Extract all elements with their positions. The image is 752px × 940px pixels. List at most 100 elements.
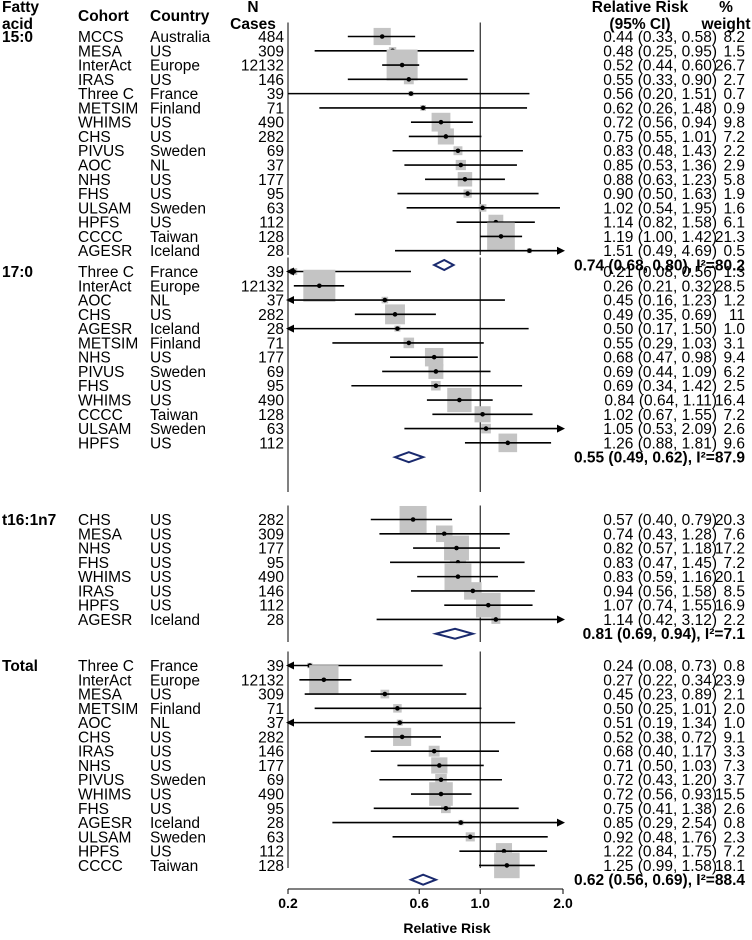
pooled-estimate: 0.81 (0.69, 0.94), I²=7.1 xyxy=(583,626,746,643)
country-name: Sweden xyxy=(150,364,206,381)
rr-ci-value: 0.69 (0.34, 1.42) xyxy=(603,378,717,395)
case-count: 39 xyxy=(267,658,284,675)
study-row: FHS US 95 0.90 (0.50, 1.63) 1.9 xyxy=(78,186,745,203)
cohort-name: NHS xyxy=(78,758,111,775)
weight-value: 9.6 xyxy=(723,435,745,452)
weight-value: 1.2 xyxy=(723,293,745,310)
country-name: Sweden xyxy=(150,772,206,789)
country-name: US xyxy=(150,569,172,586)
study-row: InterAct Europe 12132 0.26 (0.21, 0.32)28.5 xyxy=(78,269,745,302)
weight-value: 3.1 xyxy=(723,335,745,352)
cohort-name: WHIMS xyxy=(78,569,131,586)
weight-value: 15.5 xyxy=(715,787,745,804)
point-estimate xyxy=(504,863,510,868)
study-row: MESA US 309 0.45 (0.23, 0.89) 2.1 xyxy=(78,687,745,704)
study-row: ULSAM Sweden 63 1.05 (0.53, 2.09) 2.6 xyxy=(78,421,745,438)
study-row: CHS US 282 0.52 (0.38, 0.72) 9.1 xyxy=(78,727,745,746)
study-row: Three C France 39 0.21 (0.08, 0.56) 1.3 xyxy=(78,264,745,281)
weight-value: 0.9 xyxy=(723,100,745,117)
header-fatty-acid-line1: Fatty xyxy=(2,0,39,16)
ci-left-arrow xyxy=(286,267,294,276)
cohort-name: METSIM xyxy=(78,100,138,117)
point-estimate xyxy=(437,763,442,768)
point-estimate xyxy=(431,354,437,360)
weight-value: 20.1 xyxy=(715,569,745,586)
cohort-name: Three C xyxy=(78,86,134,103)
rr-ci-value: 0.21 (0.08, 0.56) xyxy=(603,264,717,281)
cohort-name: FHS xyxy=(78,801,109,818)
case-count: 69 xyxy=(267,772,284,789)
case-count: 484 xyxy=(258,29,284,46)
rr-ci-value: 0.75 (0.41, 1.38) xyxy=(603,801,717,818)
country-name: Sweden xyxy=(150,200,206,217)
x-axis: 0.2 0.6 1.0 2.0 xyxy=(278,888,573,911)
cohort-name: CHS xyxy=(78,512,111,529)
weight-value: 2.0 xyxy=(723,701,745,718)
rr-ci-value: 0.82 (0.57, 1.18) xyxy=(603,541,717,558)
country-name: France xyxy=(150,264,198,281)
point-estimate xyxy=(397,720,403,725)
case-count: 282 xyxy=(258,307,284,324)
cohort-name: CHS xyxy=(78,729,111,746)
point-estimate xyxy=(443,806,449,811)
country-name: US xyxy=(150,541,172,558)
country-name: US xyxy=(150,758,172,775)
cohort-name: AGESR xyxy=(78,612,132,629)
country-name: France xyxy=(150,658,198,675)
weight-value: 1.3 xyxy=(723,264,745,281)
study-row: METSIM Finland 71 0.62 (0.26, 1.48) 0.9 xyxy=(78,100,745,117)
rr-ci-value: 1.02 (0.54, 1.95) xyxy=(603,200,717,217)
case-count: 177 xyxy=(258,541,284,558)
point-estimate xyxy=(470,588,476,594)
study-row: WHIMS US 490 0.72 (0.56, 0.93)15.5 xyxy=(78,782,745,806)
rr-ci-value: 0.62 (0.26, 1.48) xyxy=(603,100,717,117)
country-name: Taiwan xyxy=(150,229,198,246)
country-name: US xyxy=(150,378,172,395)
cohort-name: CHS xyxy=(78,307,111,324)
case-count: 177 xyxy=(258,350,284,367)
case-count: 69 xyxy=(267,143,284,160)
weight-value: 2.6 xyxy=(723,801,745,818)
weight-value: 16.9 xyxy=(715,598,745,615)
column-headers: Fatty acid Cohort Country N Cases Relati… xyxy=(2,0,751,33)
study-row: HPFS US 112 1.26 (0.88, 1.81) 9.6 xyxy=(78,433,745,452)
study-row: CCCC Taiwan 128 1.19 (1.00, 1.42)21.3 xyxy=(78,222,745,251)
section-1: 15:0 MCCS Australia 484 0.44 (0.33, 0.58) 8.2… xyxy=(2,22,745,274)
cohort-name: HPFS xyxy=(78,215,119,232)
header-n-line2: Cases xyxy=(230,16,276,33)
cohort-name: PIVUS xyxy=(78,143,125,160)
header-n-line1: N xyxy=(247,0,258,16)
case-count: 95 xyxy=(267,801,284,818)
weight-value: 7.2 xyxy=(723,407,745,424)
point-estimate xyxy=(493,617,499,622)
cohort-name: AGESR xyxy=(78,815,132,832)
cohort-name: NHS xyxy=(78,541,111,558)
case-count: 12132 xyxy=(241,58,284,75)
case-count: 37 xyxy=(267,293,284,310)
point-estimate xyxy=(455,574,461,579)
case-count: 28 xyxy=(267,815,284,832)
weight-value: 1.0 xyxy=(723,715,745,732)
country-name: US xyxy=(150,729,172,746)
rr-ci-value: 0.26 (0.21, 0.32) xyxy=(603,278,717,295)
case-count: 71 xyxy=(267,701,284,718)
cohort-name: WHIMS xyxy=(78,393,131,410)
pooled-diamond xyxy=(408,873,439,886)
study-row: CCCC Taiwan 128 1.02 (0.67, 1.55) 7.2 xyxy=(78,406,745,424)
point-estimate xyxy=(408,91,414,96)
country-name: France xyxy=(150,86,198,103)
weight-value: 1.6 xyxy=(723,200,745,217)
study-row: AGESR Iceland 28 0.50 (0.17, 1.50) 1.0 xyxy=(78,321,745,338)
study-row: NHS US 177 0.71 (0.50, 1.03) 7.3 xyxy=(78,757,745,775)
cohort-name: HPFS xyxy=(78,598,119,615)
weight-value: 1.5 xyxy=(723,43,745,60)
cohort-name: ULSAM xyxy=(78,200,131,217)
pooled-diamond xyxy=(431,627,477,640)
rr-ci-value: 0.45 (0.23, 0.89) xyxy=(603,687,717,704)
rr-ci-value: 0.83 (0.48, 1.43) xyxy=(603,143,717,160)
rr-ci-value: 0.88 (0.63, 1.23) xyxy=(603,172,717,189)
case-count: 128 xyxy=(258,407,284,424)
cohort-name: InterAct xyxy=(78,58,132,75)
country-name: US xyxy=(150,172,172,189)
point-estimate xyxy=(406,77,412,82)
